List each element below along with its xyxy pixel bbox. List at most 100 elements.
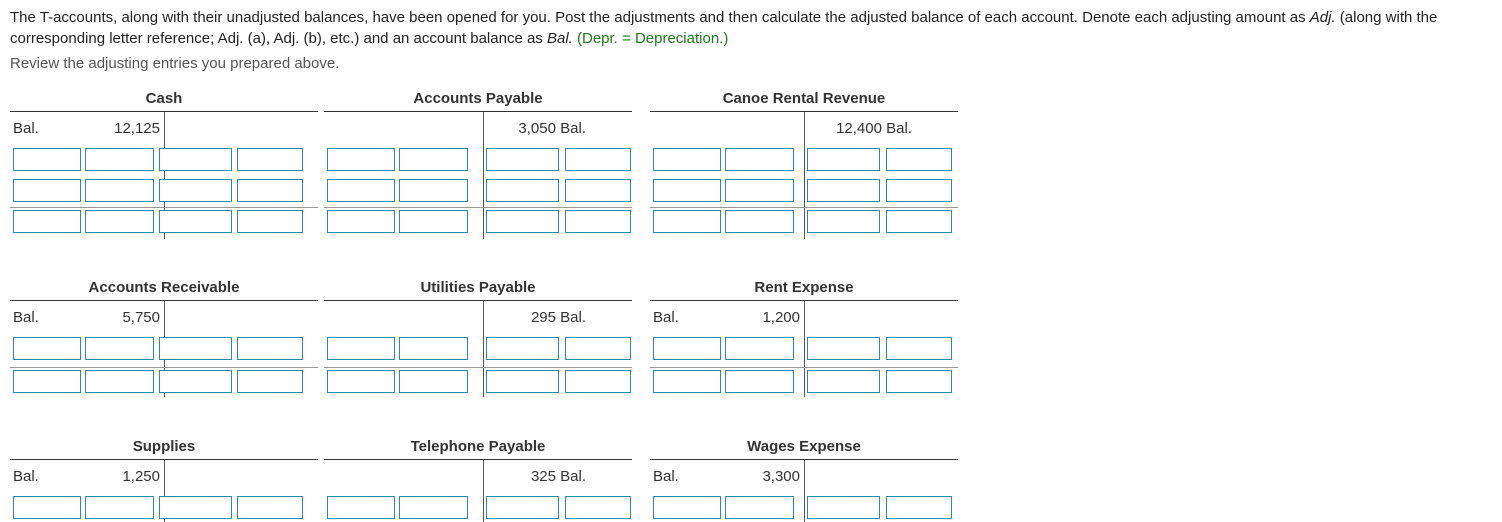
credit-amount-input[interactable] (807, 370, 880, 393)
debit-label-input[interactable] (327, 179, 395, 202)
debit-amount-input[interactable] (399, 148, 468, 171)
debit-amount-input[interactable] (85, 496, 154, 519)
credit-label-input[interactable] (565, 148, 631, 171)
t-account-wages-expense: Wages Expense Bal. 3,300 (650, 438, 958, 522)
credit-label-input[interactable] (565, 179, 631, 202)
total-line (650, 207, 958, 208)
debit-amount-input[interactable] (85, 179, 154, 202)
debit-amount-input[interactable] (725, 179, 794, 202)
debit-balance-amount: 1,250 (122, 468, 160, 485)
instructions: The T-accounts, along with their unadjus… (10, 7, 1498, 49)
credit-label-input[interactable] (886, 179, 952, 202)
credit-label-input[interactable] (886, 148, 952, 171)
entry-row (10, 337, 318, 362)
debit-amount-input[interactable] (399, 370, 468, 393)
balance-row: Bal. 12,125 (10, 120, 318, 142)
credit-amount-input[interactable] (486, 148, 559, 171)
debit-amount-input[interactable] (399, 496, 468, 519)
credit-label-input[interactable] (237, 179, 303, 202)
credit-amount-input[interactable] (486, 179, 559, 202)
credit-label-input[interactable] (886, 370, 952, 393)
account-title: Accounts Payable (413, 90, 543, 107)
debit-label-input[interactable] (327, 496, 395, 519)
debit-amount-input[interactable] (399, 337, 468, 360)
debit-amount-input[interactable] (725, 496, 794, 519)
debit-label-input[interactable] (13, 179, 81, 202)
debit-label-input[interactable] (653, 148, 721, 171)
debit-amount-input[interactable] (725, 370, 794, 393)
t-account-top-line (650, 459, 958, 460)
debit-amount-input[interactable] (85, 148, 154, 171)
credit-label-input[interactable] (886, 337, 952, 360)
credit-amount-input[interactable] (807, 210, 880, 233)
review-text: Review the adjusting entries you prepare… (10, 55, 340, 72)
debit-label-input[interactable] (13, 148, 81, 171)
credit-amount-input[interactable] (486, 496, 559, 519)
credit-amount-input[interactable] (486, 337, 559, 360)
credit-amount-input[interactable] (807, 148, 880, 171)
credit-balance-amount: 3,050 Bal. (518, 120, 586, 137)
debit-amount-input[interactable] (85, 337, 154, 360)
credit-amount-input[interactable] (159, 370, 232, 393)
account-title: Wages Expense (747, 438, 861, 455)
entry-row (650, 337, 958, 362)
credit-amount-input[interactable] (486, 210, 559, 233)
debit-label-input[interactable] (13, 370, 81, 393)
credit-label-input[interactable] (237, 370, 303, 393)
debit-amount-input[interactable] (725, 148, 794, 171)
account-title: Telephone Payable (410, 438, 546, 455)
debit-label-input[interactable] (653, 337, 721, 360)
credit-label-input[interactable] (237, 148, 303, 171)
debit-balance-amount: 5,750 (122, 309, 160, 326)
adj-word: Adj. (1309, 9, 1336, 26)
credit-amount-input[interactable] (807, 337, 880, 360)
debit-label-input[interactable] (327, 148, 395, 171)
credit-amount-input[interactable] (807, 179, 880, 202)
debit-balance-label: Bal. (653, 309, 679, 326)
t-account-center-line (804, 460, 805, 522)
t-account-top-line (324, 459, 632, 460)
debit-label-input[interactable] (327, 370, 395, 393)
balance-row: 295 Bal. (324, 309, 632, 331)
debit-amount-input[interactable] (85, 210, 154, 233)
credit-amount-input[interactable] (159, 337, 232, 360)
credit-label-input[interactable] (237, 496, 303, 519)
debit-amount-input[interactable] (399, 179, 468, 202)
instructions-part1: The T-accounts, along with their unadjus… (10, 9, 1310, 26)
debit-label-input[interactable] (653, 210, 721, 233)
credit-label-input[interactable] (886, 210, 952, 233)
debit-label-input[interactable] (653, 496, 721, 519)
debit-label-input[interactable] (13, 337, 81, 360)
credit-amount-input[interactable] (159, 210, 232, 233)
t-account-center-line (164, 112, 165, 239)
debit-label-input[interactable] (327, 337, 395, 360)
debit-label-input[interactable] (653, 370, 721, 393)
debit-amount-input[interactable] (85, 370, 154, 393)
credit-label-input[interactable] (565, 496, 631, 519)
debit-amount-input[interactable] (725, 337, 794, 360)
balance-entry-row (650, 207, 958, 235)
credit-label-input[interactable] (886, 496, 952, 519)
credit-amount-input[interactable] (807, 496, 880, 519)
debit-amount-input[interactable] (399, 210, 468, 233)
credit-amount-input[interactable] (486, 370, 559, 393)
credit-label-input[interactable] (237, 210, 303, 233)
debit-label-input[interactable] (653, 179, 721, 202)
credit-amount-input[interactable] (159, 496, 232, 519)
debit-label-input[interactable] (13, 496, 81, 519)
credit-label-input[interactable] (237, 337, 303, 360)
debit-label-input[interactable] (327, 210, 395, 233)
entry-row (650, 496, 958, 521)
credit-label-input[interactable] (565, 210, 631, 233)
debit-label-input[interactable] (13, 210, 81, 233)
credit-amount-input[interactable] (159, 179, 232, 202)
t-account-center-line (164, 460, 165, 522)
t-account-supplies: Supplies Bal. 1,250 (10, 438, 318, 522)
credit-label-input[interactable] (565, 337, 631, 360)
credit-label-input[interactable] (565, 370, 631, 393)
t-account-top-line (10, 459, 318, 460)
credit-amount-input[interactable] (159, 148, 232, 171)
debit-amount-input[interactable] (725, 210, 794, 233)
balance-row: 3,050 Bal. (324, 120, 632, 142)
instructions-part2: (along with the corresponding letter ref… (10, 9, 1438, 47)
